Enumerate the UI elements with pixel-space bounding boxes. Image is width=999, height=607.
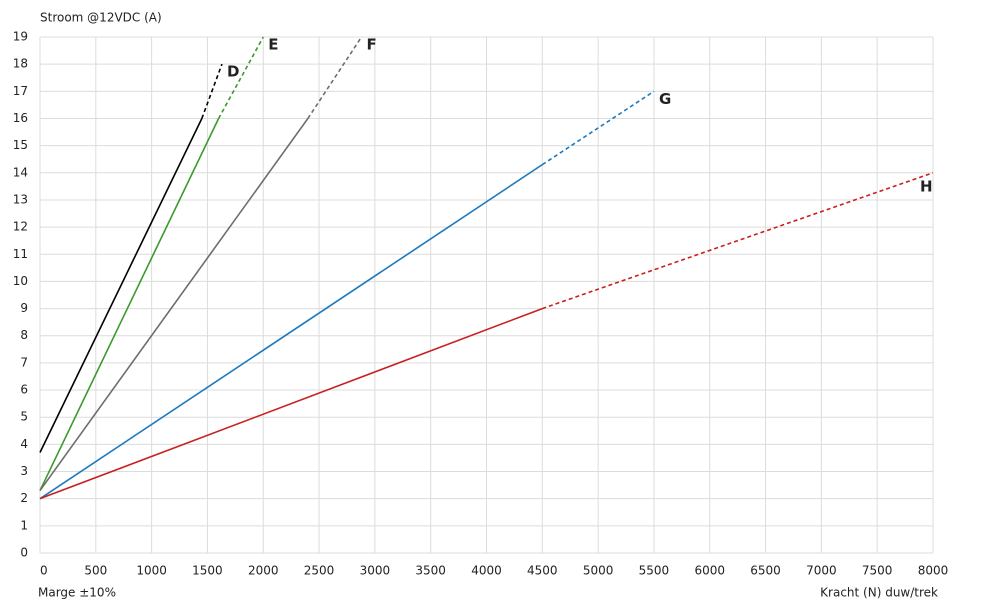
- x-tick-label: 0: [40, 564, 48, 578]
- series-label: E: [268, 36, 278, 54]
- y-tick-label: 8: [20, 328, 28, 342]
- y-tick-label: 15: [13, 138, 28, 152]
- series-line: [39, 118, 309, 492]
- x-tick-label: 3000: [360, 564, 391, 578]
- note: Marge ±10%: [38, 586, 116, 600]
- series-line: [39, 163, 543, 500]
- y-tick-label: 13: [13, 192, 28, 206]
- series-label: D: [227, 63, 239, 81]
- x-tick-label: 3500: [415, 564, 446, 578]
- series-line: [39, 118, 220, 491]
- x-tick-label: 6000: [694, 564, 725, 578]
- series-line-dashed: [307, 36, 363, 119]
- y-tick-label: 5: [20, 410, 28, 424]
- series-label: F: [366, 36, 376, 54]
- x-tick-label: 1500: [192, 564, 223, 578]
- y-tick-label: 4: [20, 437, 28, 451]
- y-tick-label: 18: [13, 57, 28, 71]
- x-tick-label: 5000: [583, 564, 614, 578]
- x-tick-label: 6500: [750, 564, 781, 578]
- y-tick-label: 14: [13, 165, 28, 179]
- x-tick-label: 4000: [471, 564, 502, 578]
- series-line-dashed: [201, 63, 223, 119]
- y-tick-label: 2: [20, 491, 28, 505]
- x-tick-label: 2500: [304, 564, 335, 578]
- y-tick-label: 10: [13, 274, 28, 288]
- series-line-dashed: [541, 90, 655, 166]
- x-tick-label: 7500: [862, 564, 893, 578]
- x-tick-label: 7000: [806, 564, 837, 578]
- x-tick-label: 500: [84, 564, 107, 578]
- y-axis-label: Stroom @12VDC (A): [40, 11, 162, 25]
- y-tick-label: 1: [20, 518, 28, 532]
- y-tick-label: 17: [13, 84, 28, 98]
- y-tick-label: 0: [20, 546, 28, 560]
- x-tick-label: 1000: [136, 564, 167, 578]
- x-tick-label: 2000: [248, 564, 279, 578]
- series-line-dashed: [542, 172, 934, 310]
- x-tick-label: 4500: [527, 564, 558, 578]
- y-tick-label: 11: [13, 247, 28, 261]
- series-label: H: [920, 177, 933, 195]
- series-line-dashed: [217, 36, 264, 119]
- y-tick-label: 19: [13, 30, 28, 44]
- x-tick-label: 5500: [639, 564, 670, 578]
- y-tick-label: 3: [20, 464, 28, 478]
- series-label: G: [659, 90, 671, 108]
- y-tick-label: 9: [20, 301, 28, 315]
- series-line: [39, 118, 203, 453]
- x-axis-label: Kracht (N) duw/trek: [820, 586, 938, 600]
- y-tick-label: 16: [13, 111, 28, 125]
- y-tick-label: 7: [20, 355, 28, 369]
- y-tick-label: 6: [20, 383, 28, 397]
- x-tick-label: 8000: [918, 564, 949, 578]
- series-line: [39, 307, 543, 500]
- y-tick-label: 12: [13, 220, 28, 234]
